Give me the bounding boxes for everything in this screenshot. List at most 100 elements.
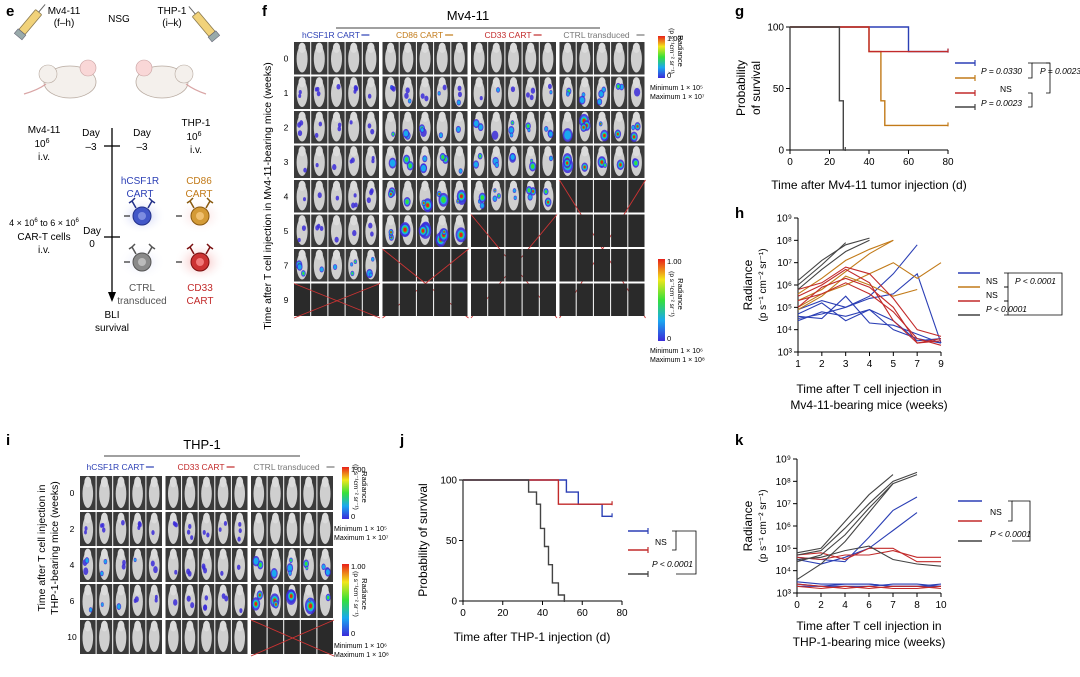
bli-mouse-image [231, 584, 248, 618]
panel-letter-j: j [399, 432, 404, 449]
e-right-sub: (i–k) [162, 18, 181, 29]
bli-mouse-image [488, 214, 505, 247]
e-cart-dose: 4 × 106 to 6 × 106 [9, 218, 79, 228]
y-tick-label: 100 [767, 23, 784, 34]
bli-mouse-image [251, 476, 267, 510]
bli-mouse-image [488, 249, 505, 282]
f-ylabel: Time after T cell injection in Mv4-11-be… [262, 62, 274, 329]
bli-mouse-image [451, 180, 468, 213]
scale-minimum: Minimum 1 × 10⁶ [650, 348, 703, 355]
bli-mouse-image [328, 180, 345, 213]
stat-label: P = 0.0023 [981, 98, 1022, 108]
scale-max-label: 1.00 [667, 34, 682, 43]
bli-mouse-image [165, 620, 182, 654]
scale-minimum: Minimum 1 × 10⁵ [650, 85, 703, 92]
y-tick-label: 10⁷ [776, 499, 791, 510]
bli-mouse-image [451, 283, 468, 316]
radiance-line [797, 266, 942, 337]
bli-mouse-image [505, 249, 522, 282]
bli-mouse-image [576, 42, 593, 75]
e-day0-value: 0 [89, 239, 95, 250]
e-cd86-label-1: CD86 [186, 176, 212, 187]
panel-f-bli-images: Mv4-11 Time after T cell injection in Mv… [262, 8, 705, 364]
bli-mouse-image [434, 214, 451, 247]
stat-bracket [1028, 92, 1033, 108]
bli-mouse-image [628, 249, 645, 282]
bli-mouse-image [129, 476, 146, 510]
bli-mouse-image [215, 512, 231, 546]
stat-label: P < 0.0001 [990, 529, 1031, 539]
bli-mouse-image [146, 620, 162, 654]
bli-mouse-image [522, 249, 539, 282]
bli-mouse-image [294, 42, 311, 75]
bli-mouse-image [522, 214, 539, 247]
e-cd33-label-2: CART [186, 296, 213, 307]
bli-mouse-image [505, 214, 522, 247]
bli-mouse-image [416, 283, 434, 316]
bli-mouse-image [165, 512, 182, 546]
bli-mouse-image [593, 145, 611, 178]
bli-group-label: hCSF1R CART [302, 30, 360, 40]
bli-mouse-image [488, 283, 505, 316]
radiance-color-scale: 1.00 0 Radiance(p s⁻¹cm⁻² sr⁻¹) Minimum 1 ×… [334, 464, 389, 542]
radiance-line [796, 474, 918, 563]
bli-mouse-image [451, 214, 468, 247]
bli-mouse-image [317, 476, 333, 510]
bli-row-label: 6 [70, 596, 75, 606]
e-hcsf1r-label-1: hCSF1R [121, 176, 159, 187]
bli-mouse-image [80, 620, 96, 654]
e-left-route: i.v. [38, 152, 50, 163]
x-tick-label: 2 [818, 600, 824, 611]
x-tick-label: 80 [616, 608, 628, 619]
bli-mouse-image [96, 548, 113, 582]
bli-mouse-image [311, 42, 328, 75]
radiance-line [797, 242, 847, 286]
bli-mouse-image [267, 512, 284, 546]
scale-title: Radiance [360, 471, 369, 503]
chart-j-survival-thp1: 0 20 40 60 80 0 50 100 Time after THP-1 injectio… [416, 476, 697, 644]
e-left-sub: (f–h) [54, 18, 75, 29]
bli-mouse-image [382, 214, 399, 247]
bli-mouse-image [434, 111, 451, 144]
stat-label: NS [655, 537, 667, 547]
bli-mouse-image [251, 620, 267, 654]
e-ctrl-label-2: transduced [117, 296, 166, 307]
bli-mouse-image [345, 283, 362, 316]
scale-min-label: 0 [667, 334, 671, 343]
bli-mouse-image [522, 111, 539, 144]
bli-mouse-image [576, 283, 593, 316]
y-tick-label: 10⁸ [777, 236, 792, 247]
scale-maximum: Maximum 1 × 10⁸ [334, 652, 389, 659]
scale-max-label: 1.00 [351, 465, 366, 474]
bli-mouse-image [416, 145, 434, 178]
bli-mouse-image [345, 249, 362, 282]
i-ylabel-2: THP-1-bearing mice (weeks) [49, 481, 61, 615]
bli-mouse-image [96, 512, 113, 546]
x-tick-label: 0 [794, 600, 800, 611]
y-tick-label: 10⁹ [777, 214, 792, 225]
e-ctrl-label-1: CTRL [129, 283, 156, 294]
bli-mouse-image [451, 111, 468, 144]
bli-mouse-image [505, 42, 522, 75]
bli-mouse-image [611, 111, 628, 144]
radiance-line [797, 268, 942, 344]
bli-mouse-image [451, 145, 468, 178]
y-tick-label: 50 [773, 84, 785, 95]
bli-mouse-image [488, 42, 505, 75]
radiance-line [796, 483, 894, 581]
syringe-icon [188, 6, 221, 43]
bli-mouse-image [215, 548, 231, 582]
scale-max-label: 1.00 [351, 562, 366, 571]
bli-mouse-image [251, 548, 267, 582]
e-left-cell-line: Mv4-11 [48, 6, 81, 17]
scale-minimum: Minimum 1 × 10⁶ [334, 643, 387, 650]
bli-mouse-image [328, 249, 345, 282]
survival-curve [790, 26, 948, 53]
syringe-icon [13, 4, 46, 41]
bli-mouse-image [362, 42, 379, 75]
bli-row-label: 9 [284, 295, 289, 305]
bli-mouse-image [611, 214, 628, 247]
bli-mouse-image [198, 512, 215, 546]
bli-mouse-image [129, 584, 146, 618]
bli-mouse-image [311, 214, 328, 247]
